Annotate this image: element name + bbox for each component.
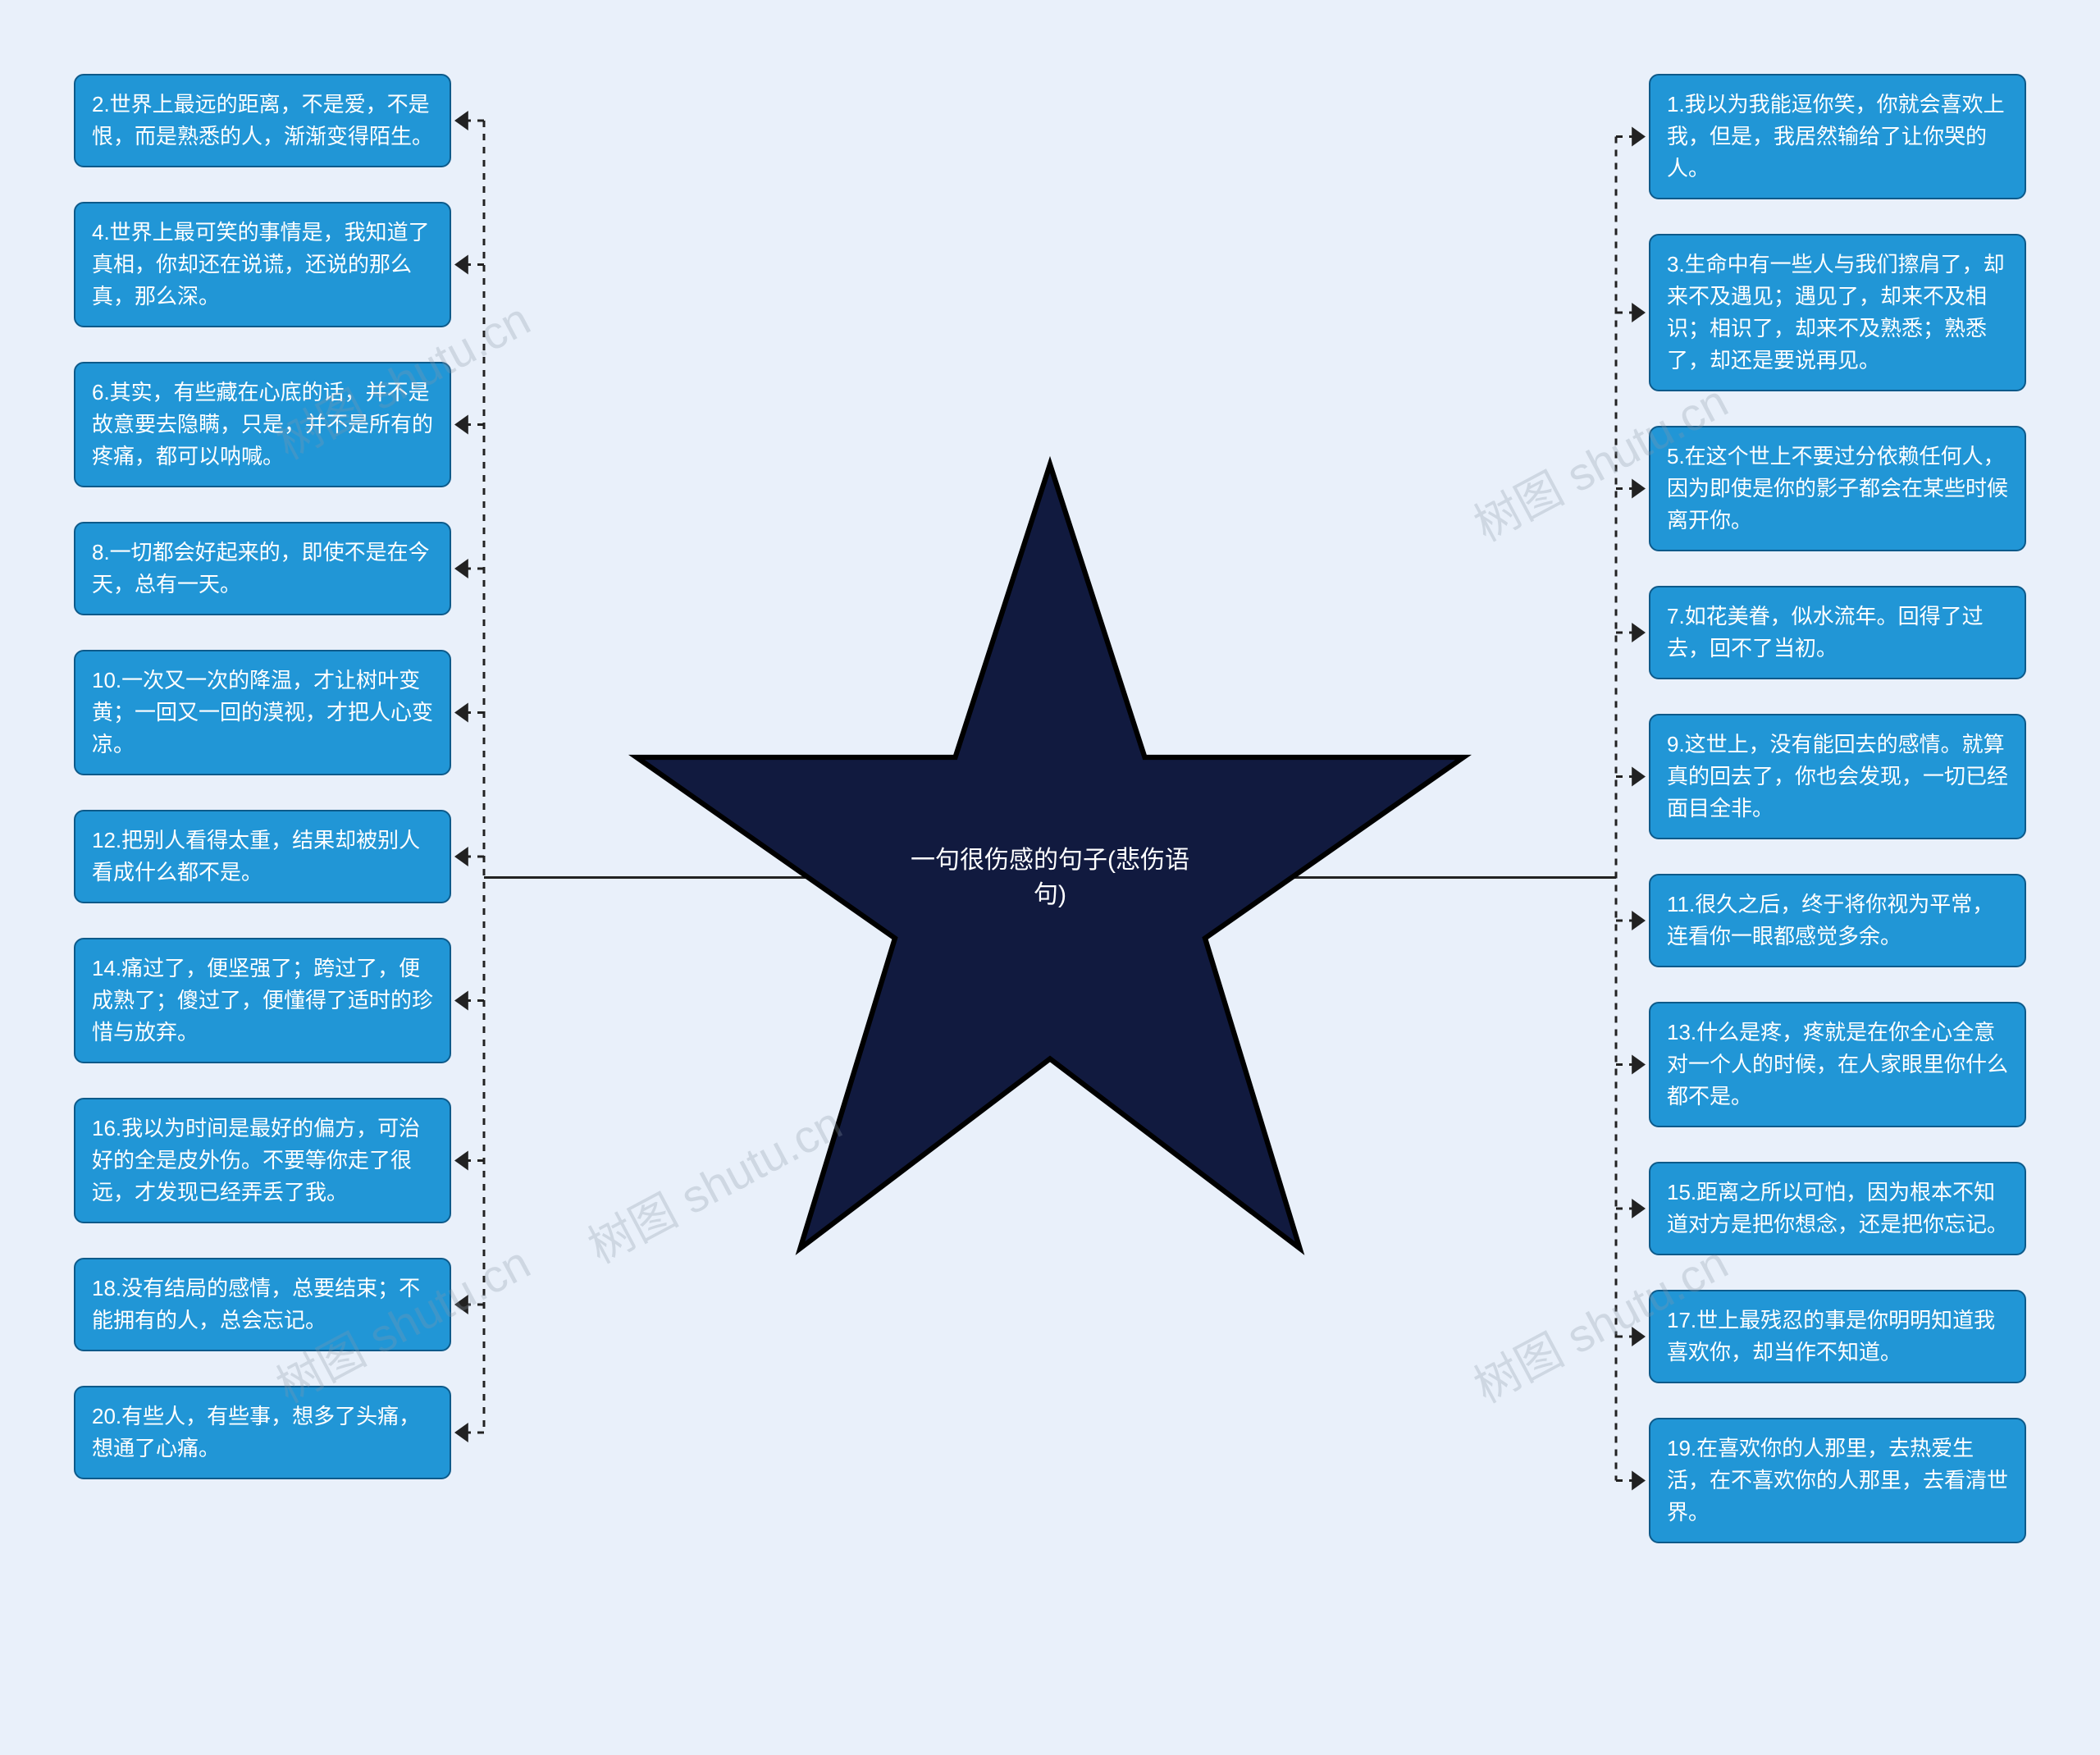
- right-node[interactable]: 7.如花美眷，似水流年。回得了过去，回不了当初。: [1649, 586, 2026, 679]
- right-node[interactable]: 9.这世上，没有能回去的感情。就算真的回去了，你也会发现，一切已经面目全非。: [1649, 714, 2026, 839]
- left-node[interactable]: 4.世界上最可笑的事情是，我知道了真相，你却还在说谎，还说的那么真，那么深。: [74, 202, 451, 327]
- left-node[interactable]: 16.我以为时间是最好的偏方，可治好的全是皮外伤。不要等你走了很远，才发现已经弄…: [74, 1098, 451, 1223]
- right-node[interactable]: 17.世上最残忍的事是你明明知道我喜欢你，却当作不知道。: [1649, 1290, 2026, 1383]
- left-node[interactable]: 10.一次又一次的降温，才让树叶变黄；一回又一回的漠视，才把人心变凉。: [74, 650, 451, 775]
- node-text: 19.在喜欢你的人那里，去热爱生活，在不喜欢你的人那里，去看清世界。: [1667, 1436, 2008, 1524]
- node-text: 9.这世上，没有能回去的感情。就算真的回去了，你也会发现，一切已经面目全非。: [1667, 732, 2008, 820]
- right-node[interactable]: 5.在这个世上不要过分依赖任何人，因为即使是你的影子都会在某些时候离开你。: [1649, 426, 2026, 551]
- left-node[interactable]: 8.一切都会好起来的，即使不是在今天，总有一天。: [74, 522, 451, 615]
- node-text: 14.痛过了，便坚强了；跨过了，便成熟了；傻过了，便懂得了适时的珍惜与放弃。: [92, 956, 433, 1044]
- center-title-line1: 一句很伤感的句子(悲伤语: [894, 843, 1206, 878]
- right-node[interactable]: 19.在喜欢你的人那里，去热爱生活，在不喜欢你的人那里，去看清世界。: [1649, 1418, 2026, 1543]
- mindmap-canvas: 一句很伤感的句子(悲伤语 句) 2.世界上最远的距离，不是爱，不是恨，而是熟悉的…: [0, 0, 2100, 1755]
- center-title: 一句很伤感的句子(悲伤语 句): [894, 843, 1206, 912]
- left-column: 2.世界上最远的距离，不是爱，不是恨，而是熟悉的人，渐渐变得陌生。 4.世界上最可…: [74, 74, 451, 1479]
- node-text: 3.生命中有一些人与我们擦肩了，却来不及遇见；遇见了，却来不及相识；相识了，却来…: [1667, 252, 2005, 372]
- node-text: 15.距离之所以可怕，因为根本不知道对方是把你想念，还是把你忘记。: [1667, 1180, 2008, 1236]
- left-node[interactable]: 12.把别人看得太重，结果却被别人看成什么都不是。: [74, 810, 451, 903]
- node-text: 4.世界上最可笑的事情是，我知道了真相，你却还在说谎，还说的那么真，那么深。: [92, 220, 430, 308]
- center-title-line2: 句): [894, 878, 1206, 912]
- left-node[interactable]: 14.痛过了，便坚强了；跨过了，便成熟了；傻过了，便懂得了适时的珍惜与放弃。: [74, 938, 451, 1063]
- node-text: 20.有些人，有些事，想多了头痛，想通了心痛。: [92, 1404, 420, 1460]
- left-node[interactable]: 20.有些人，有些事，想多了头痛，想通了心痛。: [74, 1386, 451, 1479]
- node-text: 2.世界上最远的距离，不是爱，不是恨，而是熟悉的人，渐渐变得陌生。: [92, 92, 433, 149]
- node-text: 10.一次又一次的降温，才让树叶变黄；一回又一回的漠视，才把人心变凉。: [92, 668, 433, 756]
- node-text: 16.我以为时间是最好的偏方，可治好的全是皮外伤。不要等你走了很远，才发现已经弄…: [92, 1116, 420, 1204]
- right-column: 1.我以为我能逗你笑，你就会喜欢上我，但是，我居然输给了让你哭的人。 3.生命中有…: [1649, 74, 2026, 1543]
- right-node[interactable]: 13.什么是疼，疼就是在你全心全意对一个人的时候，在人家眼里你什么都不是。: [1649, 1002, 2026, 1127]
- node-text: 8.一切都会好起来的，即使不是在今天，总有一天。: [92, 540, 430, 596]
- right-node[interactable]: 1.我以为我能逗你笑，你就会喜欢上我，但是，我居然输给了让你哭的人。: [1649, 74, 2026, 199]
- right-node[interactable]: 11.很久之后，终于将你视为平常，连看你一眼都感觉多余。: [1649, 874, 2026, 967]
- node-text: 1.我以为我能逗你笑，你就会喜欢上我，但是，我居然输给了让你哭的人。: [1667, 92, 2005, 181]
- node-text: 5.在这个世上不要过分依赖任何人，因为即使是你的影子都会在某些时候离开你。: [1667, 444, 2008, 532]
- node-text: 12.把别人看得太重，结果却被别人看成什么都不是。: [92, 828, 420, 884]
- node-text: 13.什么是疼，疼就是在你全心全意对一个人的时候，在人家眼里你什么都不是。: [1667, 1020, 2008, 1108]
- left-node[interactable]: 2.世界上最远的距离，不是爱，不是恨，而是熟悉的人，渐渐变得陌生。: [74, 74, 451, 167]
- node-text: 7.如花美眷，似水流年。回得了过去，回不了当初。: [1667, 604, 1984, 660]
- node-text: 11.很久之后，终于将你视为平常，连看你一眼都感觉多余。: [1667, 892, 1993, 948]
- node-text: 17.世上最残忍的事是你明明知道我喜欢你，却当作不知道。: [1667, 1308, 1995, 1364]
